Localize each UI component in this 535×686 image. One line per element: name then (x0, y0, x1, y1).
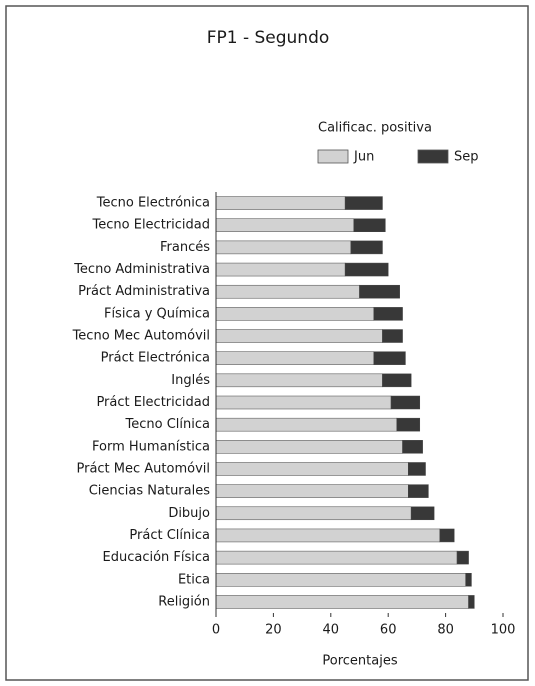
bar-segment (215, 417, 398, 432)
x-axis-label: Porcentajes (322, 654, 397, 669)
y-tick-label: Dibujo (168, 506, 210, 521)
bar-segment (359, 284, 400, 299)
bar-segment (408, 484, 429, 498)
bar-segment (215, 240, 352, 255)
y-tick-label: Práct Electrónica (101, 351, 210, 366)
legend-swatch (317, 149, 349, 164)
y-tick-label: Física y Química (104, 306, 210, 321)
legend-swatch (417, 149, 449, 164)
bar-segment (215, 440, 403, 454)
legend-title: Calificac. positiva (318, 121, 432, 136)
bar-segment (215, 506, 412, 521)
bar-segment (390, 395, 421, 410)
frame (5, 5, 529, 681)
legend-label: Sep (454, 150, 479, 165)
y-tick-label: Tecno Mec Automóvil (72, 329, 210, 344)
bar-segment (215, 528, 441, 543)
legend-label: Jun (353, 150, 374, 165)
bar-segment (215, 484, 409, 498)
y-tick-label: Etica (178, 572, 210, 587)
x-tick-label: 0 (212, 623, 220, 638)
bar-segment (215, 218, 355, 232)
bar-segment (402, 440, 423, 454)
bar-segment (215, 262, 346, 277)
y-tick-label: Inglés (171, 373, 210, 388)
y-tick-label: Tecno Electrónica (96, 196, 210, 211)
bar-segment (215, 196, 346, 210)
bar-segment (344, 262, 389, 277)
bar-segment (215, 373, 383, 388)
y-tick-label: Práct Administrativa (78, 284, 210, 299)
y-tick-label: Práct Electricidad (96, 395, 210, 410)
x-tick-label: 20 (265, 623, 282, 638)
y-tick-label: Tecno Clínica (125, 417, 210, 432)
x-tick-label: 40 (323, 623, 340, 638)
bar-segment (373, 351, 406, 365)
y-tick-label: Tecno Electricidad (92, 218, 210, 233)
y-tick-label: Form Humanística (92, 439, 210, 454)
bar-segment (350, 240, 383, 255)
bar-segment (382, 373, 412, 388)
bar-segment (408, 462, 426, 476)
x-tick-label: 60 (380, 623, 397, 638)
bar-segment (456, 550, 469, 565)
x-tick-label: 100 (491, 623, 516, 638)
bar-segment (215, 573, 466, 587)
bar-segment (344, 196, 383, 210)
bar-segment (410, 506, 435, 521)
bar-segment (465, 573, 472, 587)
bar-segment (382, 329, 403, 343)
bar-segment (215, 284, 360, 299)
bar-segment (215, 550, 458, 565)
bar-segment (439, 528, 455, 543)
y-tick-label: Práct Mec Automóvil (76, 461, 210, 476)
y-tick-label: Práct Clínica (129, 528, 210, 543)
bar-segment (468, 595, 475, 609)
bar-segment (215, 595, 469, 609)
bar-segment (396, 417, 421, 432)
bar-segment (215, 395, 392, 410)
y-tick-label: Francés (160, 240, 210, 255)
bar-segment (215, 329, 383, 343)
bar-segment (215, 462, 409, 476)
y-tick-label: Educación Física (103, 550, 211, 565)
x-tick-label: 80 (437, 623, 454, 638)
y-tick-label: Ciencias Naturales (89, 484, 211, 499)
y-tick-label: Religión (158, 594, 210, 609)
bar-segment (215, 307, 375, 321)
bar-segment (353, 218, 386, 232)
bar-segment (373, 307, 403, 321)
y-tick-label: Tecno Administrativa (73, 262, 210, 277)
chart-title: FP1 - Segundo (207, 28, 330, 48)
bar-segment (215, 351, 375, 365)
